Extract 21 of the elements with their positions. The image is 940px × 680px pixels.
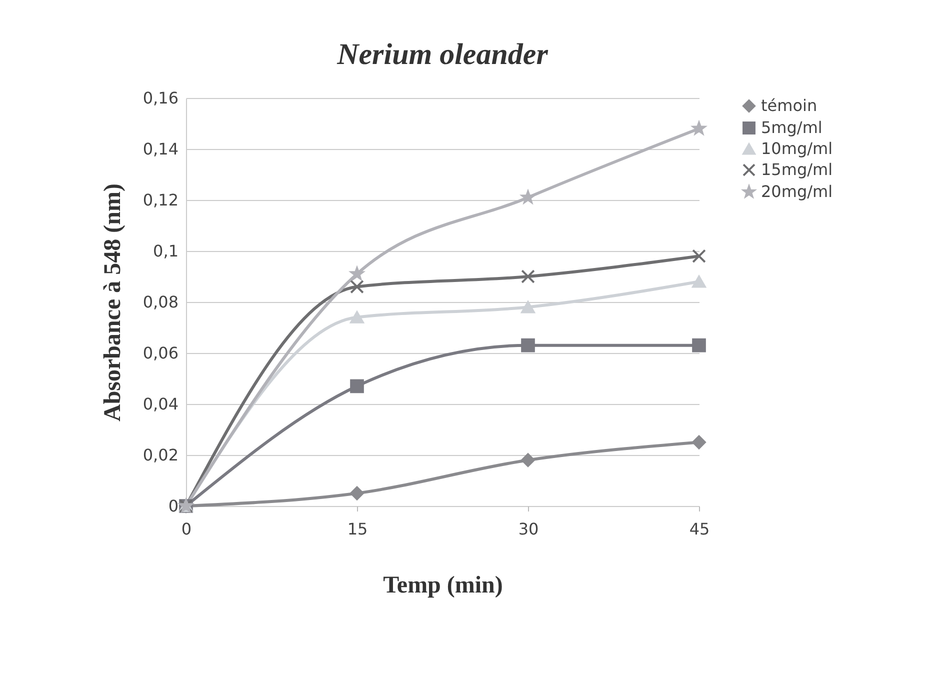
y-tick-label: 0	[168, 496, 178, 516]
legend-label: 15mg/ml	[761, 160, 833, 179]
y-tick-label: 0,14	[142, 140, 178, 158]
x-axis-title: Temp (min)	[383, 572, 503, 598]
y-tick-label: 0,16	[142, 88, 178, 108]
y-tick-label: 0,1	[153, 242, 178, 260]
legend-label: 20mg/ml	[761, 182, 833, 201]
y-tick-label: 0,08	[142, 292, 178, 312]
x-tick-label: 30	[518, 520, 539, 538]
legend-label: 5mg/ml	[761, 118, 822, 137]
x-tick-label: 0	[181, 520, 192, 538]
legend-label: témoin	[761, 96, 818, 115]
y-tick-label: 0,02	[142, 446, 178, 464]
y-axis-title: Absorbance à 548 (nm)	[100, 184, 126, 422]
y-tick-label: 0,06	[142, 344, 178, 362]
chart-title: Nerium oleander	[336, 38, 548, 71]
y-tick-label: 0,04	[142, 394, 178, 414]
y-tick-label: 0,12	[142, 190, 178, 210]
x-tick-label: 45	[689, 520, 710, 538]
x-tick-label: 15	[347, 520, 368, 538]
legend-label: 10mg/ml	[761, 139, 833, 158]
